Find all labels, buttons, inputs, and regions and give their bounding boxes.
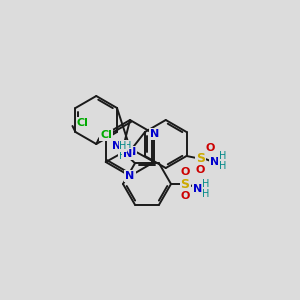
Text: O: O [196,165,205,175]
Text: S: S [196,152,205,164]
Text: H: H [219,151,226,161]
Text: N: N [127,147,136,157]
Text: N: N [194,184,202,194]
Text: N: N [101,129,110,139]
Text: H: H [202,189,210,199]
Text: O: O [180,191,190,201]
Text: S: S [181,178,190,190]
Text: N: N [112,141,122,151]
Text: O: O [206,143,215,153]
Text: Cl: Cl [76,118,88,128]
Text: Cl: Cl [100,130,112,140]
Text: O: O [180,167,190,177]
Text: N: N [150,129,159,139]
Text: H: H [124,141,131,151]
Text: N: N [125,171,135,181]
Text: H: H [219,161,226,171]
Text: N: N [123,149,132,159]
Text: H: H [119,141,127,151]
Text: N: N [210,157,219,167]
Text: H: H [118,151,126,161]
Text: H: H [202,179,210,189]
